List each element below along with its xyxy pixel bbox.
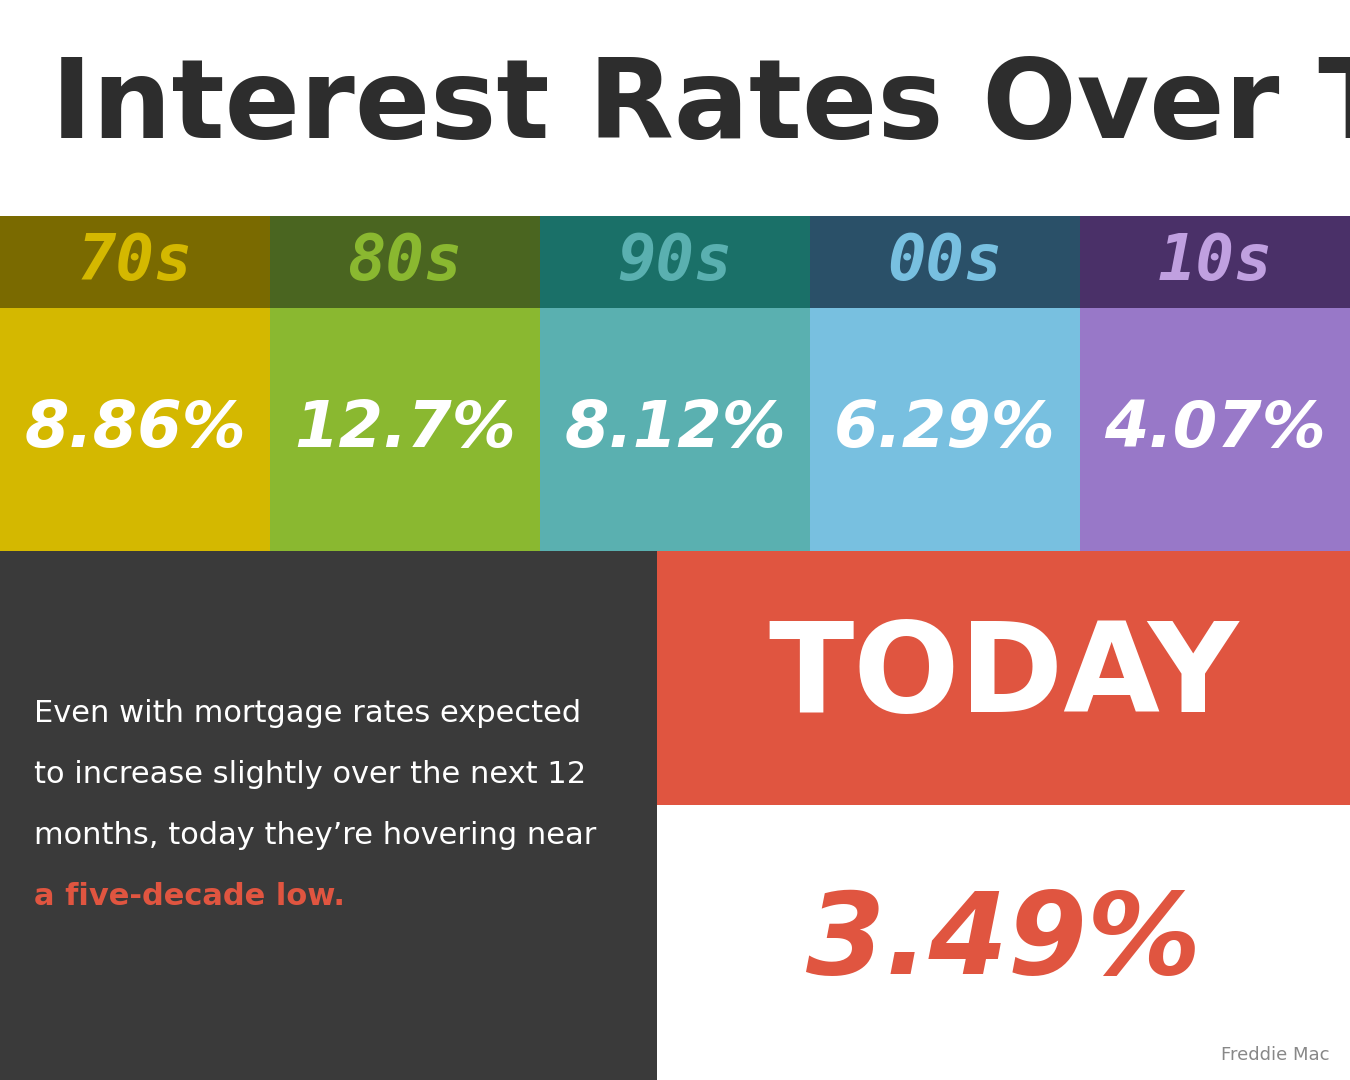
Text: Interest Rates Over Time: Interest Rates Over Time	[51, 54, 1350, 162]
Text: 4.07%: 4.07%	[1104, 399, 1326, 460]
Text: Even with mortgage rates expected: Even with mortgage rates expected	[34, 699, 580, 728]
Text: 8.12%: 8.12%	[564, 399, 786, 460]
Text: 6.29%: 6.29%	[834, 399, 1056, 460]
Bar	[270, 216, 540, 308]
Bar	[0, 308, 270, 551]
Bar	[1080, 216, 1350, 308]
Bar	[1080, 308, 1350, 551]
Bar	[810, 216, 1080, 308]
Bar	[657, 551, 1350, 805]
Bar	[540, 308, 810, 551]
Text: a five-decade low.: a five-decade low.	[34, 881, 344, 910]
Text: 8.86%: 8.86%	[24, 399, 246, 460]
Text: TODAY: TODAY	[768, 618, 1239, 739]
Text: 3.49%: 3.49%	[806, 887, 1202, 998]
Bar	[657, 805, 1350, 1080]
Bar	[540, 216, 810, 308]
Text: months, today they’re hovering near: months, today they’re hovering near	[34, 821, 597, 850]
Text: 10s: 10s	[1157, 231, 1273, 293]
Text: to increase slightly over the next 12: to increase slightly over the next 12	[34, 760, 586, 788]
Bar	[270, 308, 540, 551]
Bar	[0, 551, 657, 1080]
Text: 80s: 80s	[347, 231, 463, 293]
Bar	[0, 216, 270, 308]
Text: 00s: 00s	[887, 231, 1003, 293]
Text: Freddie Mac: Freddie Mac	[1222, 1047, 1330, 1064]
Text: 90s: 90s	[617, 231, 733, 293]
Text: 70s: 70s	[77, 231, 193, 293]
Text: 12.7%: 12.7%	[294, 399, 516, 460]
Bar	[810, 308, 1080, 551]
